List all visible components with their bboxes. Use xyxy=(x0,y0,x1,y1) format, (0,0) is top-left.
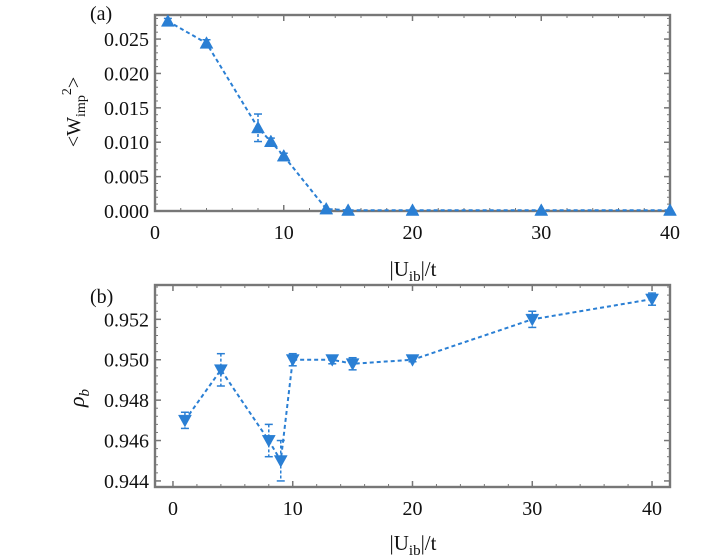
panel-b-point-7 xyxy=(405,354,420,367)
panel-a-point-0 xyxy=(160,14,175,27)
panel-b-xtick-label-4: 40 xyxy=(642,498,662,520)
panel-b-xtick-label-1: 10 xyxy=(283,498,303,520)
panel-b-ylabel-sub: b xyxy=(77,388,93,396)
panel-a-point-7 xyxy=(405,203,420,216)
panel-b-point-4 xyxy=(285,354,300,367)
panel-a-xtick-label-4: 40 xyxy=(660,222,680,244)
panel-a-ytick-label-0: 0.000 xyxy=(104,201,149,223)
panel-b-point-1 xyxy=(213,364,228,377)
panel-b-ylabel: ρb xyxy=(64,388,93,408)
panel-b-point-9 xyxy=(645,293,659,307)
panel-a-xlabel-pre: |U xyxy=(390,257,409,281)
panel-a-ylabel-post: > xyxy=(63,77,85,88)
panel-a-point-5 xyxy=(319,201,334,215)
panel-a-point-3 xyxy=(263,134,278,147)
panel-b-xtick-label-2: 20 xyxy=(403,498,423,520)
panel-b-frame xyxy=(153,283,672,489)
panel-a-ylabel-sup: 2 xyxy=(60,88,75,95)
panel-a-point-6 xyxy=(341,203,356,216)
panel-a-point-4 xyxy=(276,148,291,162)
panel-b-series-line xyxy=(184,298,653,464)
panel-a-ytick-label-4: 0.020 xyxy=(104,63,149,85)
panel-a-point-1 xyxy=(199,36,214,49)
panel-b: (b) ρb |Uib|/t 0 10 20 30 40 0.944 0.946 0.948 0… xyxy=(64,283,672,559)
panel-a-point-9 xyxy=(663,203,677,216)
panel-a-xlabel-sub: ib xyxy=(409,269,421,285)
panel-b-ytick-label-2: 0.948 xyxy=(104,390,149,412)
panel-b-point-6 xyxy=(345,358,360,371)
panel-b-point-8 xyxy=(525,313,540,327)
panel-a-ytick-label-5: 0.025 xyxy=(104,29,149,51)
panel-a-label: (a) xyxy=(90,3,112,25)
panel-a-xtick-label-1: 10 xyxy=(274,222,294,244)
panel-b-point-2 xyxy=(261,435,276,448)
panel-b-point-5 xyxy=(325,354,340,367)
panel-a-xtick-label-2: 20 xyxy=(403,222,423,244)
panel-a-ylabel-pre: <W xyxy=(63,117,85,147)
panel-a-series-line xyxy=(167,20,670,212)
panel-a-point-2 xyxy=(251,120,265,134)
panel-a: (a) <Wimp2> |Uib|/t 0 10 20 30 40 0.000 0.005 0… xyxy=(60,3,680,285)
panel-a-ytick-label-2: 0.010 xyxy=(104,132,149,154)
panel-b-xlabel-pre: |U xyxy=(390,531,409,555)
panel-a-xlabel-post: |/t xyxy=(421,257,437,281)
panel-b-xlabel: |Uib|/t xyxy=(390,531,437,559)
panel-b-ytick-label-0: 0.944 xyxy=(104,471,149,493)
panel-a-xtick-label-3: 30 xyxy=(531,222,551,244)
panel-a-ylabel: <Wimp2> xyxy=(60,77,89,147)
panel-b-ylabel-main: ρ xyxy=(64,396,89,408)
panel-b-xlabel-sub: ib xyxy=(409,543,421,559)
panel-b-ytick-label-1: 0.946 xyxy=(104,431,149,453)
panel-a-frame xyxy=(153,13,672,213)
panel-b-xtick-label-0: 0 xyxy=(168,498,178,520)
panel-a-ylabel-sub: imp xyxy=(74,95,89,117)
panel-b-xlabel-post: |/t xyxy=(421,531,437,555)
panel-b-label: (b) xyxy=(90,286,113,308)
panel-a-xlabel: |Uib|/t xyxy=(390,257,437,285)
panel-b-point-0 xyxy=(178,414,192,428)
panel-a-ytick-label-3: 0.015 xyxy=(104,98,149,120)
panel-b-point-3 xyxy=(273,455,288,468)
panel-a-point-8 xyxy=(534,203,549,216)
panel-a-ytick-label-1: 0.005 xyxy=(104,167,149,189)
panel-a-xtick-label-0: 0 xyxy=(150,222,160,244)
panel-b-ytick-label-4: 0.952 xyxy=(104,309,149,331)
panel-b-xtick-label-3: 30 xyxy=(522,498,542,520)
panel-b-ytick-label-3: 0.950 xyxy=(104,350,149,372)
